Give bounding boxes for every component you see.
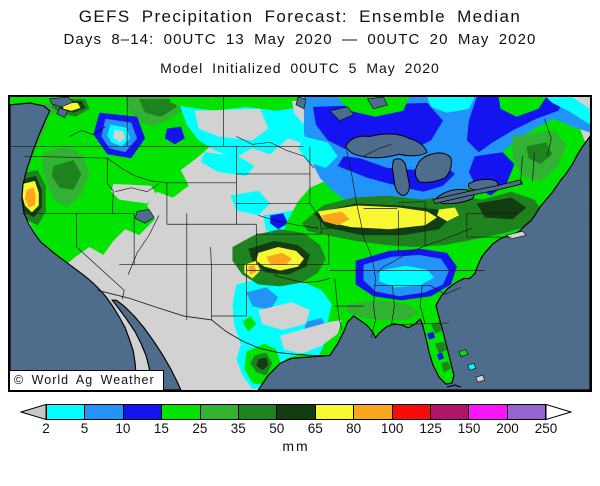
ocean [10, 102, 590, 390]
bahamas-island-2 [467, 362, 477, 371]
islands [446, 230, 528, 388]
colorbar-segment [507, 405, 546, 419]
colorbar-segment [123, 405, 163, 419]
precip-contours-south-central [232, 229, 342, 390]
lakes [49, 97, 524, 224]
ohio-river-border [377, 227, 472, 273]
lake-winnipeg-edge [295, 97, 307, 110]
colorbar-tick-label: 35 [230, 421, 246, 436]
colorbar-segments [46, 404, 546, 420]
missouri-river [236, 136, 315, 169]
colorbar-segment [47, 405, 86, 419]
colorbar-tick-label: 250 [534, 421, 558, 436]
lake-huron [414, 152, 452, 183]
mississippi-river-border [346, 151, 376, 338]
precip-contours-florida [427, 321, 451, 373]
snake-river [115, 183, 160, 193]
rio-grande-upper [210, 246, 212, 320]
colorbar-segment [354, 405, 393, 419]
borders [10, 97, 552, 356]
precip-map [10, 97, 590, 390]
lake-michigan [391, 158, 410, 197]
colorbar-segment [392, 405, 431, 419]
colorbar-tick-label: 50 [269, 421, 285, 436]
colorbar-tick-label: 10 [115, 421, 131, 436]
bahamas-island-3 [475, 374, 486, 383]
florida-keys [446, 384, 462, 388]
colorbar-segment [238, 405, 278, 419]
colorbar-tick-label: 5 [80, 421, 89, 436]
rivers [69, 126, 318, 320]
colorbar-left-arrow-icon [20, 404, 46, 420]
colorbar-labels: 2 5 10 15 25 35 50 65 80 100 125 150 200 250 [42, 421, 557, 438]
canadian-lake-1 [329, 106, 355, 122]
watermark: © World Ag Weather [10, 370, 164, 390]
colorbar-tick-label: 100 [380, 421, 404, 436]
colorbar-segment [430, 405, 470, 419]
mexico-border [97, 289, 330, 356]
colorbar-segment [162, 405, 201, 419]
colorbar-tick-label: 2 [42, 421, 50, 436]
colorbar-tick-label: 80 [346, 421, 362, 436]
colorbar-segment [469, 405, 508, 419]
pacific-ocean [10, 102, 137, 390]
st-lawrence-river [432, 179, 524, 205]
colorbar-tick-label: 200 [496, 421, 519, 436]
colorado-river [127, 215, 160, 275]
colorbar-segment [277, 405, 316, 419]
colorbar-tick-label: 125 [419, 421, 442, 436]
valid-period-subtitle: Days 8–14: 00UTC 13 May 2020 — 00UTC 20 … [63, 31, 537, 48]
colorbar-tick-label: 25 [192, 421, 208, 436]
colorbar-right-arrow-icon [546, 404, 572, 420]
strait-inlet [56, 107, 68, 119]
columbia-river [69, 126, 106, 137]
map-frame: © World Ag Weather [8, 95, 592, 392]
great-salt-lake [134, 209, 155, 224]
colorbar [20, 404, 572, 420]
bahamas-island-1 [458, 349, 469, 357]
model-init-line: Model Initialized 00UTC 5 May 2020 [160, 60, 440, 76]
atlantic-gulf-of-mexico [257, 135, 590, 390]
header: GEFS Precipitation Forecast: Ensemble Me… [0, 0, 600, 76]
colorbar-tick-label: 65 [307, 421, 323, 436]
colorbar-segment [315, 405, 355, 419]
colorbar-segment [85, 405, 124, 419]
colorbar-tick-label: 150 [457, 421, 481, 436]
colorbar-segment [200, 405, 239, 419]
puget-sound [49, 97, 75, 108]
page-title: GEFS Precipitation Forecast: Ensemble Me… [78, 7, 522, 26]
colorbar-unit-label: mm [282, 438, 310, 454]
canadian-lake-2 [367, 97, 388, 110]
colorbar-tick-label: 15 [153, 421, 169, 436]
gulf-of-california [111, 299, 182, 390]
platte-river [258, 215, 318, 229]
